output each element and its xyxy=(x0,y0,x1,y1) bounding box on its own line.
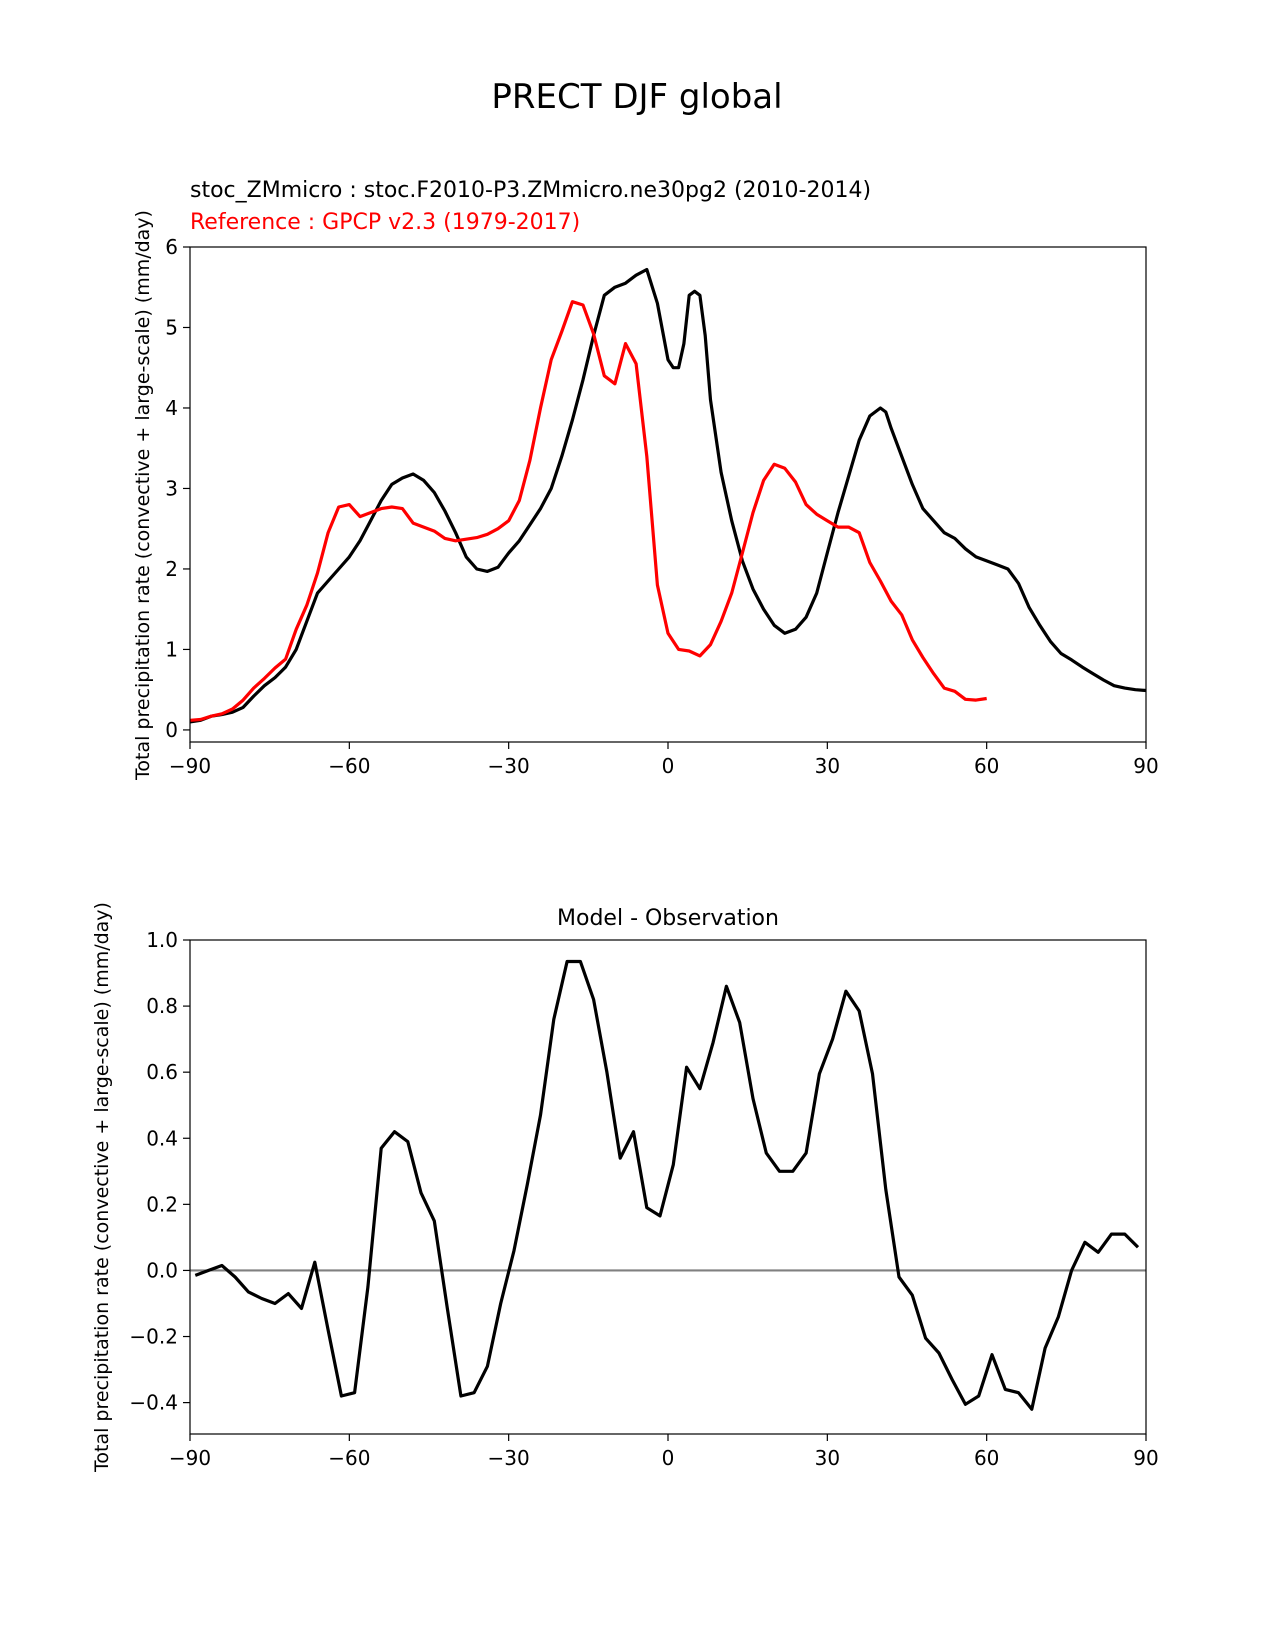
top-ytick-label: 4 xyxy=(165,396,178,420)
bottom-ytick-label: 0.8 xyxy=(146,994,178,1018)
top-ylabel: Total precipitation rate (convective + l… xyxy=(132,210,154,781)
top-ytick-label: 1 xyxy=(165,637,178,661)
bottom-xtick-label: 0 xyxy=(662,1446,675,1470)
bottom-panel: Model - Observation Total precipitation … xyxy=(91,902,1159,1473)
top-ytick-label: 5 xyxy=(165,315,178,339)
bottom-ytick-label: −0.2 xyxy=(129,1325,178,1349)
top-xtick-label: 30 xyxy=(815,754,840,778)
top-ticks-group: −90 −60 −30 0 30 60 90 0 1 2 3 4 5 6 xyxy=(165,235,1158,778)
bottom-series-line-1 xyxy=(194,959,1140,1411)
bottom-xtick-label: −60 xyxy=(328,1446,370,1470)
bottom-ticks-group: −90 −60 −30 0 30 60 90 −0.4 −0.2 0.0 0.2 0.4 0.6 0.8 1… xyxy=(129,928,1158,1470)
bottom-ytick-label: 0.4 xyxy=(146,1126,178,1150)
bottom-ylabel: Total precipitation rate (convective + l… xyxy=(91,902,113,1473)
bottom-title: Model - Observation xyxy=(557,906,779,931)
bottom-ytick-label: 0.0 xyxy=(146,1258,178,1282)
top-panel: stoc_ZMmicro : stoc.F2010-P3.ZMmicro.ne3… xyxy=(132,178,1159,781)
test-label: stoc_ZMmicro : stoc.F2010-P3.ZMmicro.ne3… xyxy=(190,178,871,203)
top-xtick-label: 90 xyxy=(1133,754,1158,778)
bottom-series-group xyxy=(190,959,1146,1411)
figure-title: PRECT DJF global xyxy=(491,77,782,117)
top-ytick-label: 6 xyxy=(165,235,178,259)
top-plot-frame xyxy=(189,246,1147,743)
bottom-xtick-label: 90 xyxy=(1133,1446,1158,1470)
reference-label: Reference : GPCP v2.3 (1979-2017) xyxy=(190,210,580,235)
top-ytick-label: 2 xyxy=(165,557,178,581)
bottom-xtick-label: −90 xyxy=(169,1446,211,1470)
bottom-xtick-label: −30 xyxy=(488,1446,530,1470)
bottom-plot-frame xyxy=(189,939,1147,1435)
bottom-ytick-label: 0.6 xyxy=(146,1060,178,1084)
top-xtick-label: −30 xyxy=(488,754,530,778)
top-xtick-label: −60 xyxy=(328,754,370,778)
top-series-line-2 xyxy=(190,300,987,722)
bottom-ytick-label: −0.4 xyxy=(129,1391,178,1415)
top-ytick-label: 3 xyxy=(165,476,178,500)
top-xtick-label: 60 xyxy=(974,754,999,778)
top-ytick-label: 0 xyxy=(165,718,178,742)
top-xtick-label: 0 xyxy=(662,754,675,778)
bottom-ytick-label: 1.0 xyxy=(146,928,178,952)
top-xtick-label: −90 xyxy=(169,754,211,778)
top-series-group xyxy=(190,267,1146,724)
bottom-ytick-label: 0.2 xyxy=(146,1192,178,1216)
top-series-line-1 xyxy=(190,267,1146,724)
bottom-xtick-label: 30 xyxy=(815,1446,840,1470)
bottom-xtick-label: 60 xyxy=(974,1446,999,1470)
